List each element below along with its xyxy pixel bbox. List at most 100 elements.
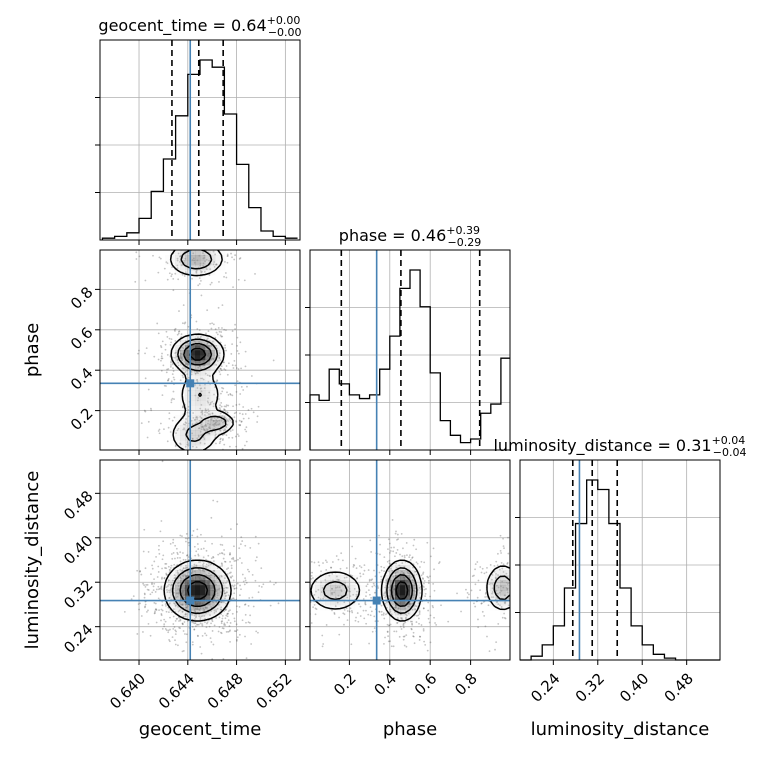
sample-point [183,474,185,476]
sample-point [238,547,241,550]
sample-point [217,225,219,227]
density-cell [225,570,231,576]
sample-point [200,548,203,550]
sample-point [211,412,214,415]
sample-point [500,605,503,608]
sample-point [404,621,407,624]
sample-point [179,379,182,382]
sample-point [395,630,398,633]
sample-point [250,375,253,377]
density-cell [395,565,401,571]
sample-point [183,322,186,325]
sample-point [209,322,212,325]
density-cell [230,585,236,591]
sample-point [172,627,175,630]
sample-point [154,610,156,613]
sample-point [180,264,183,267]
sample-point [221,563,223,566]
density-cell [185,390,191,396]
density-cell [345,590,351,596]
density-cell [215,615,221,621]
sample-point [219,437,222,440]
sample-point [242,389,245,391]
sample-point [314,613,317,616]
sample-point [176,259,179,262]
density-cell [175,580,181,586]
sample-point [391,569,393,572]
sample-point [412,635,415,638]
sample-point [187,444,190,447]
sample-point [213,624,216,627]
sample-point [205,634,208,637]
sample-point [183,615,185,618]
sample-point [352,563,355,566]
sample-point [200,377,202,380]
sample-point [245,426,248,429]
sample-point [165,562,168,565]
sample-point [218,241,220,243]
density-cell [195,270,201,276]
sample-point [223,623,226,626]
sample-point [197,553,200,556]
density-cell [195,350,201,356]
sample-point [216,380,219,382]
density-cell [215,415,221,421]
sample-point [335,586,337,589]
sample-point [426,541,429,544]
density-cell [215,385,221,391]
sample-point [219,373,222,376]
sample-point [143,592,146,595]
density-cell [355,590,361,596]
sample-point [182,573,185,575]
sample-point [202,562,205,565]
sample-point [353,588,356,590]
sample-point [161,394,164,397]
sample-point [182,615,184,618]
density-cell [200,585,206,591]
sample-point [173,574,176,576]
sample-point [251,573,254,576]
sample-point [183,259,186,262]
density-cell [410,605,416,611]
sample-point [212,605,214,607]
sample-point [393,630,396,633]
sample-point [470,589,473,592]
sample-point [503,547,505,550]
sample-point [200,279,202,282]
density-cell [195,400,201,406]
sample-point [480,571,483,574]
sample-point [195,564,198,567]
sample-point [223,560,226,563]
density-cell [360,590,366,596]
density-cell [395,580,401,586]
sample-point [175,351,177,354]
sample-point [182,376,185,379]
density-cell [190,570,196,576]
sample-point [396,539,398,541]
sample-point [343,623,345,626]
density-cell [315,590,321,596]
sample-point [227,619,230,621]
sample-point [418,611,421,614]
sample-point [172,623,175,625]
density-cell [210,610,216,616]
sample-point [221,620,224,623]
sample-point [195,615,198,618]
sample-point [143,409,146,412]
sample-point [235,605,238,608]
sample-point [424,643,427,646]
sample-point [179,235,181,237]
sample-point [424,592,427,595]
density-cell [225,425,231,431]
sample-point [499,534,502,537]
sample-point [495,589,498,592]
sample-point [180,564,182,567]
sample-point [473,574,475,577]
sample-point [194,611,197,613]
sample-point [208,562,211,565]
sample-point [194,610,197,613]
sample-point [405,634,408,637]
sample-point [168,640,171,643]
sample-point [371,630,374,633]
sample-point [191,641,194,644]
